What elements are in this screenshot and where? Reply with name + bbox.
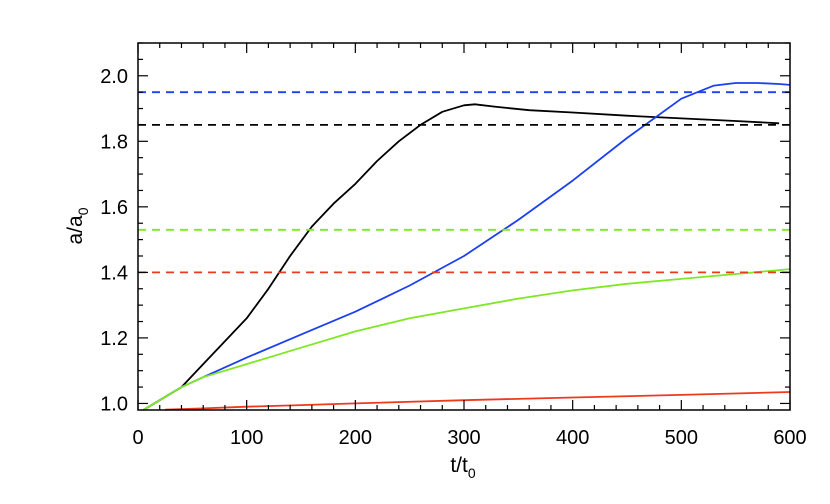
data-line-3: [165, 391, 791, 411]
x-tick-label: 600: [773, 427, 806, 449]
x-axis-label: t/t0: [450, 454, 476, 481]
y-tick-label: 1.4: [100, 262, 128, 284]
x-tick-label: 400: [556, 427, 589, 449]
plot-frame: [137, 42, 791, 411]
x-tick-label: 100: [230, 427, 263, 449]
series-layer: [138, 82, 791, 411]
y-tick-label: 1.0: [100, 393, 128, 415]
x-tick-label: 300: [447, 427, 480, 449]
y-axis-label: a/a0: [64, 207, 91, 244]
y-tick-label: 1.8: [100, 131, 128, 153]
data-line-1: [142, 82, 791, 411]
axes-layer: 0 100 200 300 400 500 600 1.0 1.2 1.4 1.6 1.8 2.0: [100, 42, 807, 449]
x-tick-label: 200: [339, 427, 372, 449]
label-layer: t/t0 a/a0: [64, 207, 476, 481]
data-line-2: [142, 268, 791, 411]
x-tick-label: 500: [665, 427, 698, 449]
y-tick-label: 1.6: [100, 197, 128, 219]
data-line-0: [142, 103, 780, 411]
x-tick-label: 0: [132, 427, 143, 449]
y-tick-label: 2.0: [100, 66, 128, 88]
y-tick-label: 1.2: [100, 328, 128, 350]
